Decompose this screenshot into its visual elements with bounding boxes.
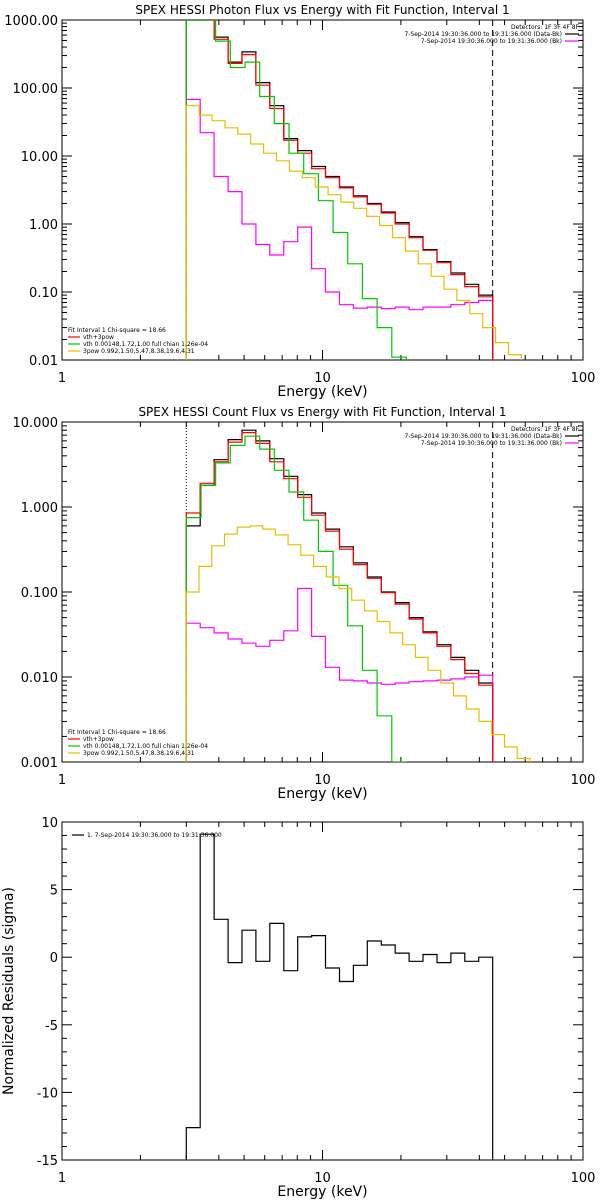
x-axis-label: Energy (keV) [277,384,367,400]
series-line-bk [185,98,494,360]
y-tick-label: 10 [41,816,58,831]
series-group [185,429,531,762]
legend-entry: vth+3pow [83,334,114,341]
y-axis: -15 -10 -5 0 5 10 [37,816,583,1169]
x-tick-label: 10 [314,371,331,386]
legend-header: Fit Interval 1 Chi-square = 18.66 [68,327,166,334]
legend-legend_top: Detectors: 1F 3F 4F 8F7-Sep-2014 19:30:3… [404,24,579,45]
y-tick-label: 1000.00 [4,14,58,29]
legend-header: Fit Interval 1 Chi-square = 18.66 [68,729,166,736]
chart-panel-1: SPEX HESSI Photon Flux vs Energy with Fi… [4,3,595,400]
x-axis-label: Energy (keV) [277,1184,367,1200]
y-axis: 0.001 0.010 0.100 1.000 10.000 [13,416,583,771]
chart-panel-2: SPEX HESSI Count Flux vs Energy with Fit… [13,405,596,802]
series-line-data-bk [185,429,494,762]
legend-header: Detectors: 1F 3F 4F 8F [511,24,580,31]
y-tick-label: 0.100 [21,586,58,601]
y-tick-label: -10 [37,1086,58,1101]
legend-entry: vth 0.00148,1.72,1.00 full chian 1.26e-0… [83,341,208,348]
series-line-data-bk [185,20,494,360]
legend-legend_bottom: Fit Interval 1 Chi-square = 18.66vth+3po… [68,327,208,355]
series-group [185,20,522,360]
series-line-bk [185,587,494,762]
y-tick-label: 0.010 [21,671,58,686]
legend-entry: 7-Sep-2014 19:30:36.000 to 19:31:36.000 … [421,38,562,45]
series-line-3pow [185,525,531,762]
legend-entry: vth+3pow [83,736,114,743]
legend-entry: vth 0.00148,1.72,1.00 full chian 1.26e-0… [83,743,208,750]
legend-entry: 7-Sep-2014 19:30:36.000 to 19:31:36.000 … [404,31,562,38]
legend-entry: 7-Sep-2014 19:30:36.000 to 19:31:36.000 … [404,433,562,440]
series-line-vth [185,20,407,360]
y-tick-label: 10.00 [21,150,58,165]
chart-title: SPEX HESSI Photon Flux vs Energy with Fi… [135,3,509,17]
plot-frame [61,19,584,361]
legend-header: Detectors: 1F 3F 4F 8F [511,426,580,433]
plot-frame [61,821,584,1161]
y-tick-label: 0 [50,951,58,966]
y-tick-label: 0.01 [29,354,58,369]
x-tick-label: 100 [571,371,596,386]
legend-legend_bottom: Fit Interval 1 Chi-square = 18.66vth+3po… [68,729,208,757]
legend-legend: 1. 7-Sep-2014 19:30:36.000 to 19:31:36.0… [72,832,222,839]
x-tick-label: 100 [571,1171,596,1186]
y-tick-label: 100.00 [13,82,59,97]
series-line-3pow [185,105,522,360]
y-tick-label: -5 [45,1019,58,1034]
x-axis-label: Energy (keV) [277,786,367,802]
series-line-vth-3pow [185,432,494,762]
x-tick-label: 10 [314,773,331,788]
x-tick-label: 1 [58,371,66,386]
x-tick-label: 1 [58,773,66,788]
y-tick-label: 0.001 [21,756,58,771]
legend-entry: 1. 7-Sep-2014 19:30:36.000 to 19:31:36.0… [87,832,222,839]
x-tick-label: 1 [58,1171,66,1186]
x-axis: 1 10 100 [58,822,596,1186]
y-tick-label: 10.000 [13,416,59,431]
series-group [185,833,494,1160]
legend-entry: 7-Sep-2014 19:30:36.000 to 19:31:36.000 … [421,440,562,447]
chart-panel-3: 1 10 100 Energy (keV) -15 -10 -5 0 5 10 Normalized… [1,816,595,1200]
series-line-vth [185,435,407,762]
x-tick-label: 100 [571,773,596,788]
y-tick-label: 1.000 [21,501,58,516]
legend-entry: 3pow 0.992,1.50,5.47,8.38,19.6,4.31 [83,348,195,355]
legend-entry: 3pow 0.992,1.50,5.47,8.38,19.6,4.31 [83,750,195,757]
x-tick-label: 10 [314,1171,331,1186]
y-tick-label: 5 [50,884,58,899]
y-axis: 0.01 0.10 1.00 10.00 100.00 1000.00 [4,14,583,369]
plot-frame [61,421,584,763]
chart-title: SPEX HESSI Count Flux vs Energy with Fit… [138,405,506,419]
y-tick-label: 0.10 [29,286,58,301]
legend-legend_top: Detectors: 1F 3F 4F 8F7-Sep-2014 19:30:3… [404,426,579,447]
y-tick-label: -15 [37,1154,58,1169]
series-line-vth-3pow [185,20,494,360]
y-axis-label: Normalized Residuals (sigma) [1,887,17,1095]
series-line-residuals [185,833,494,1160]
y-tick-label: 1.00 [29,218,58,233]
